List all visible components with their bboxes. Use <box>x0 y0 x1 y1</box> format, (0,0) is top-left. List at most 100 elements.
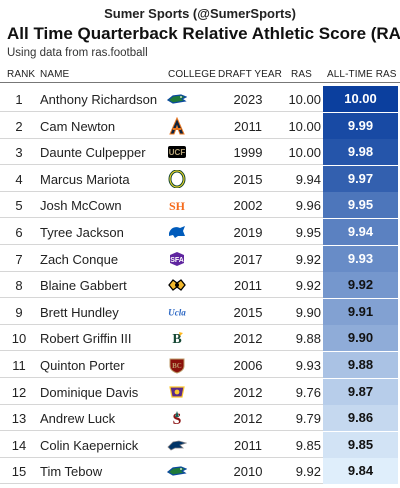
baylor-logo: B <box>167 329 187 347</box>
table-row: 7 Zach Conque SFA 2017 9.92 9.93 <box>0 245 400 272</box>
svg-text:S: S <box>173 411 182 427</box>
column-header-college: COLLEGE <box>168 69 216 80</box>
table-row: 2 Cam Newton 2011 10.00 9.99 <box>0 112 400 139</box>
row-divider <box>0 483 323 485</box>
rank-cell: 8 <box>15 278 23 294</box>
row-divider <box>0 217 323 219</box>
draft-year-cell: 2011 <box>234 437 262 453</box>
chart-title: All Time Quarterback Relative Athletic S… <box>7 24 400 43</box>
rank-cell: 2 <box>15 118 23 134</box>
player-name-cell: Daunte Culpepper <box>40 145 146 161</box>
column-header-ras: RAS <box>291 69 312 80</box>
ras-cell: 9.92 <box>295 278 321 294</box>
draft-year-cell: 2015 <box>233 304 263 320</box>
all-time-ras-cell: 9.93 <box>323 245 398 272</box>
row-divider <box>0 403 323 405</box>
table-row: 5 Josh McCown SH 2002 9.96 9.95 <box>0 192 400 219</box>
missouri-logo <box>167 276 187 294</box>
player-name-cell: Zach Conque <box>40 251 119 267</box>
rank-cell: 5 <box>15 198 23 214</box>
row-divider <box>0 350 323 352</box>
all-time-ras-cell: 9.87 <box>323 378 398 405</box>
draft-year-cell: 2019 <box>233 225 263 240</box>
rank-cell: 6 <box>15 225 23 240</box>
column-header-draft-year: DRAFT YEAR <box>218 69 282 80</box>
row-divider <box>0 456 323 458</box>
row-divider <box>0 164 323 166</box>
player-name-cell: Colin Kaepernick <box>40 437 139 453</box>
rank-cell: 11 <box>12 358 26 373</box>
ras-cell: 10.00 <box>288 92 321 107</box>
row-divider <box>0 297 323 299</box>
buffalo-bulls-logo <box>167 223 187 241</box>
rank-cell: 4 <box>15 171 23 187</box>
auburn-logo <box>167 116 187 135</box>
table-row: 11 Quinton Porter BC 2006 9.93 9.88 <box>0 352 400 378</box>
rank-cell: 12 <box>11 384 27 400</box>
header-divider <box>0 82 400 83</box>
player-name-cell: Brett Hundley <box>40 304 119 320</box>
all-time-ras-cell: 9.98 <box>323 139 398 166</box>
boston-college-logo: BC <box>167 356 187 374</box>
all-time-ras-cell: 10.00 <box>323 86 398 112</box>
sam-houston-logo: SH <box>167 196 187 214</box>
all-time-ras-cell: 9.84 <box>323 458 398 485</box>
all-time-ras-cell: 9.97 <box>323 165 398 192</box>
svg-text:B: B <box>172 332 181 347</box>
table-row: 4 Marcus Mariota 2015 9.94 9.97 <box>0 165 400 192</box>
player-name-cell: Cam Newton <box>40 118 116 134</box>
svg-text:SH: SH <box>169 199 186 213</box>
all-time-ras-cell: 9.94 <box>323 219 398 245</box>
ras-cell: 9.95 <box>295 225 321 240</box>
rank-cell: 15 <box>11 464 27 480</box>
row-divider <box>0 244 323 245</box>
player-name-cell: Andrew Luck <box>40 411 116 427</box>
draft-year-cell: 2012 <box>233 411 263 427</box>
row-divider <box>0 377 323 378</box>
table-row: 13 Andrew Luck S 2012 9.79 9.86 <box>0 405 400 432</box>
svg-text:SFA: SFA <box>170 257 184 264</box>
draft-year-cell: 2012 <box>233 331 263 347</box>
player-name-cell: Blaine Gabbert <box>40 278 127 294</box>
ucf-knights-logo: UCF <box>167 143 187 161</box>
table-row: 14 Colin Kaepernick 2011 9.85 9.85 <box>0 431 400 458</box>
ras-cell: 9.79 <box>295 411 321 427</box>
table-row: 10 Robert Griffin III B 2012 9.88 9.90 <box>0 325 400 352</box>
draft-year-cell: 2010 <box>233 464 263 480</box>
all-time-ras-cell: 9.86 <box>323 405 398 432</box>
stanford-logo: S <box>167 409 187 427</box>
svg-text:Ucla: Ucla <box>168 307 186 317</box>
ras-cell: 10.00 <box>288 118 321 134</box>
rank-cell: 3 <box>15 145 23 161</box>
east-carolina-logo <box>167 383 187 401</box>
chart-subtitle: Using data from ras.football <box>7 47 148 59</box>
ras-cell: 9.85 <box>295 437 321 453</box>
all-time-ras-cell: 9.99 <box>323 112 398 139</box>
ras-cell: 9.76 <box>295 384 321 400</box>
ras-cell: 9.90 <box>295 304 321 320</box>
table-row: 9 Brett Hundley Ucla 2015 9.90 9.91 <box>0 298 400 325</box>
rank-cell: 7 <box>15 251 23 267</box>
ras-cell: 9.88 <box>295 331 321 347</box>
all-time-ras-cell: 9.90 <box>323 325 398 352</box>
table-row: 1 Anthony Richardson 2023 10.00 10.00 <box>0 86 400 112</box>
row-divider <box>0 270 323 272</box>
draft-year-cell: 2023 <box>233 92 263 107</box>
player-name-cell: Anthony Richardson <box>40 92 158 107</box>
ras-cell: 9.96 <box>295 198 321 214</box>
all-time-ras-cell: 9.92 <box>323 272 398 299</box>
draft-year-cell: 2006 <box>233 358 263 373</box>
column-header-all-time-ras: ALL-TIME RAS <box>327 69 397 80</box>
player-name-cell: Robert Griffin III <box>40 331 132 347</box>
draft-year-cell: 2017 <box>233 251 263 267</box>
draft-year-cell: 1999 <box>233 145 263 161</box>
ucla-logo: Ucla <box>167 303 187 321</box>
florida-gators-logo <box>167 90 187 108</box>
stephen-f-austin-logo: SFA <box>167 250 187 268</box>
ras-cell: 9.94 <box>295 171 321 187</box>
player-name-cell: Quinton Porter <box>40 358 125 373</box>
all-time-ras-cell: 9.88 <box>323 352 398 378</box>
row-divider <box>0 430 323 432</box>
oregon-logo <box>167 169 187 188</box>
rank-cell: 1 <box>15 92 23 107</box>
